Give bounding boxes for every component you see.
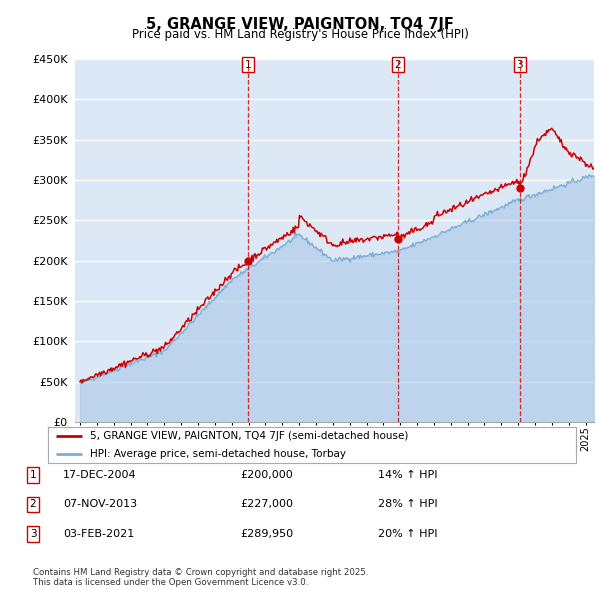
Text: 2: 2: [29, 500, 37, 509]
Text: Contains HM Land Registry data © Crown copyright and database right 2025.
This d: Contains HM Land Registry data © Crown c…: [33, 568, 368, 587]
Text: 2: 2: [394, 60, 401, 70]
Text: 14% ↑ HPI: 14% ↑ HPI: [378, 470, 437, 480]
Text: 1: 1: [29, 470, 37, 480]
Text: 1: 1: [245, 60, 251, 70]
Text: 07-NOV-2013: 07-NOV-2013: [63, 500, 137, 509]
Text: HPI: Average price, semi-detached house, Torbay: HPI: Average price, semi-detached house,…: [90, 449, 346, 459]
Text: 17-DEC-2004: 17-DEC-2004: [63, 470, 137, 480]
Text: 5, GRANGE VIEW, PAIGNTON, TQ4 7JF (semi-detached house): 5, GRANGE VIEW, PAIGNTON, TQ4 7JF (semi-…: [90, 431, 409, 441]
Text: £227,000: £227,000: [240, 500, 293, 509]
Text: 28% ↑ HPI: 28% ↑ HPI: [378, 500, 437, 509]
Text: 3: 3: [517, 60, 523, 70]
Text: 3: 3: [29, 529, 37, 539]
Text: 03-FEB-2021: 03-FEB-2021: [63, 529, 134, 539]
Text: 20% ↑ HPI: 20% ↑ HPI: [378, 529, 437, 539]
Text: £289,950: £289,950: [240, 529, 293, 539]
Text: Price paid vs. HM Land Registry's House Price Index (HPI): Price paid vs. HM Land Registry's House …: [131, 28, 469, 41]
Text: 5, GRANGE VIEW, PAIGNTON, TQ4 7JF: 5, GRANGE VIEW, PAIGNTON, TQ4 7JF: [146, 17, 454, 31]
Text: £200,000: £200,000: [240, 470, 293, 480]
